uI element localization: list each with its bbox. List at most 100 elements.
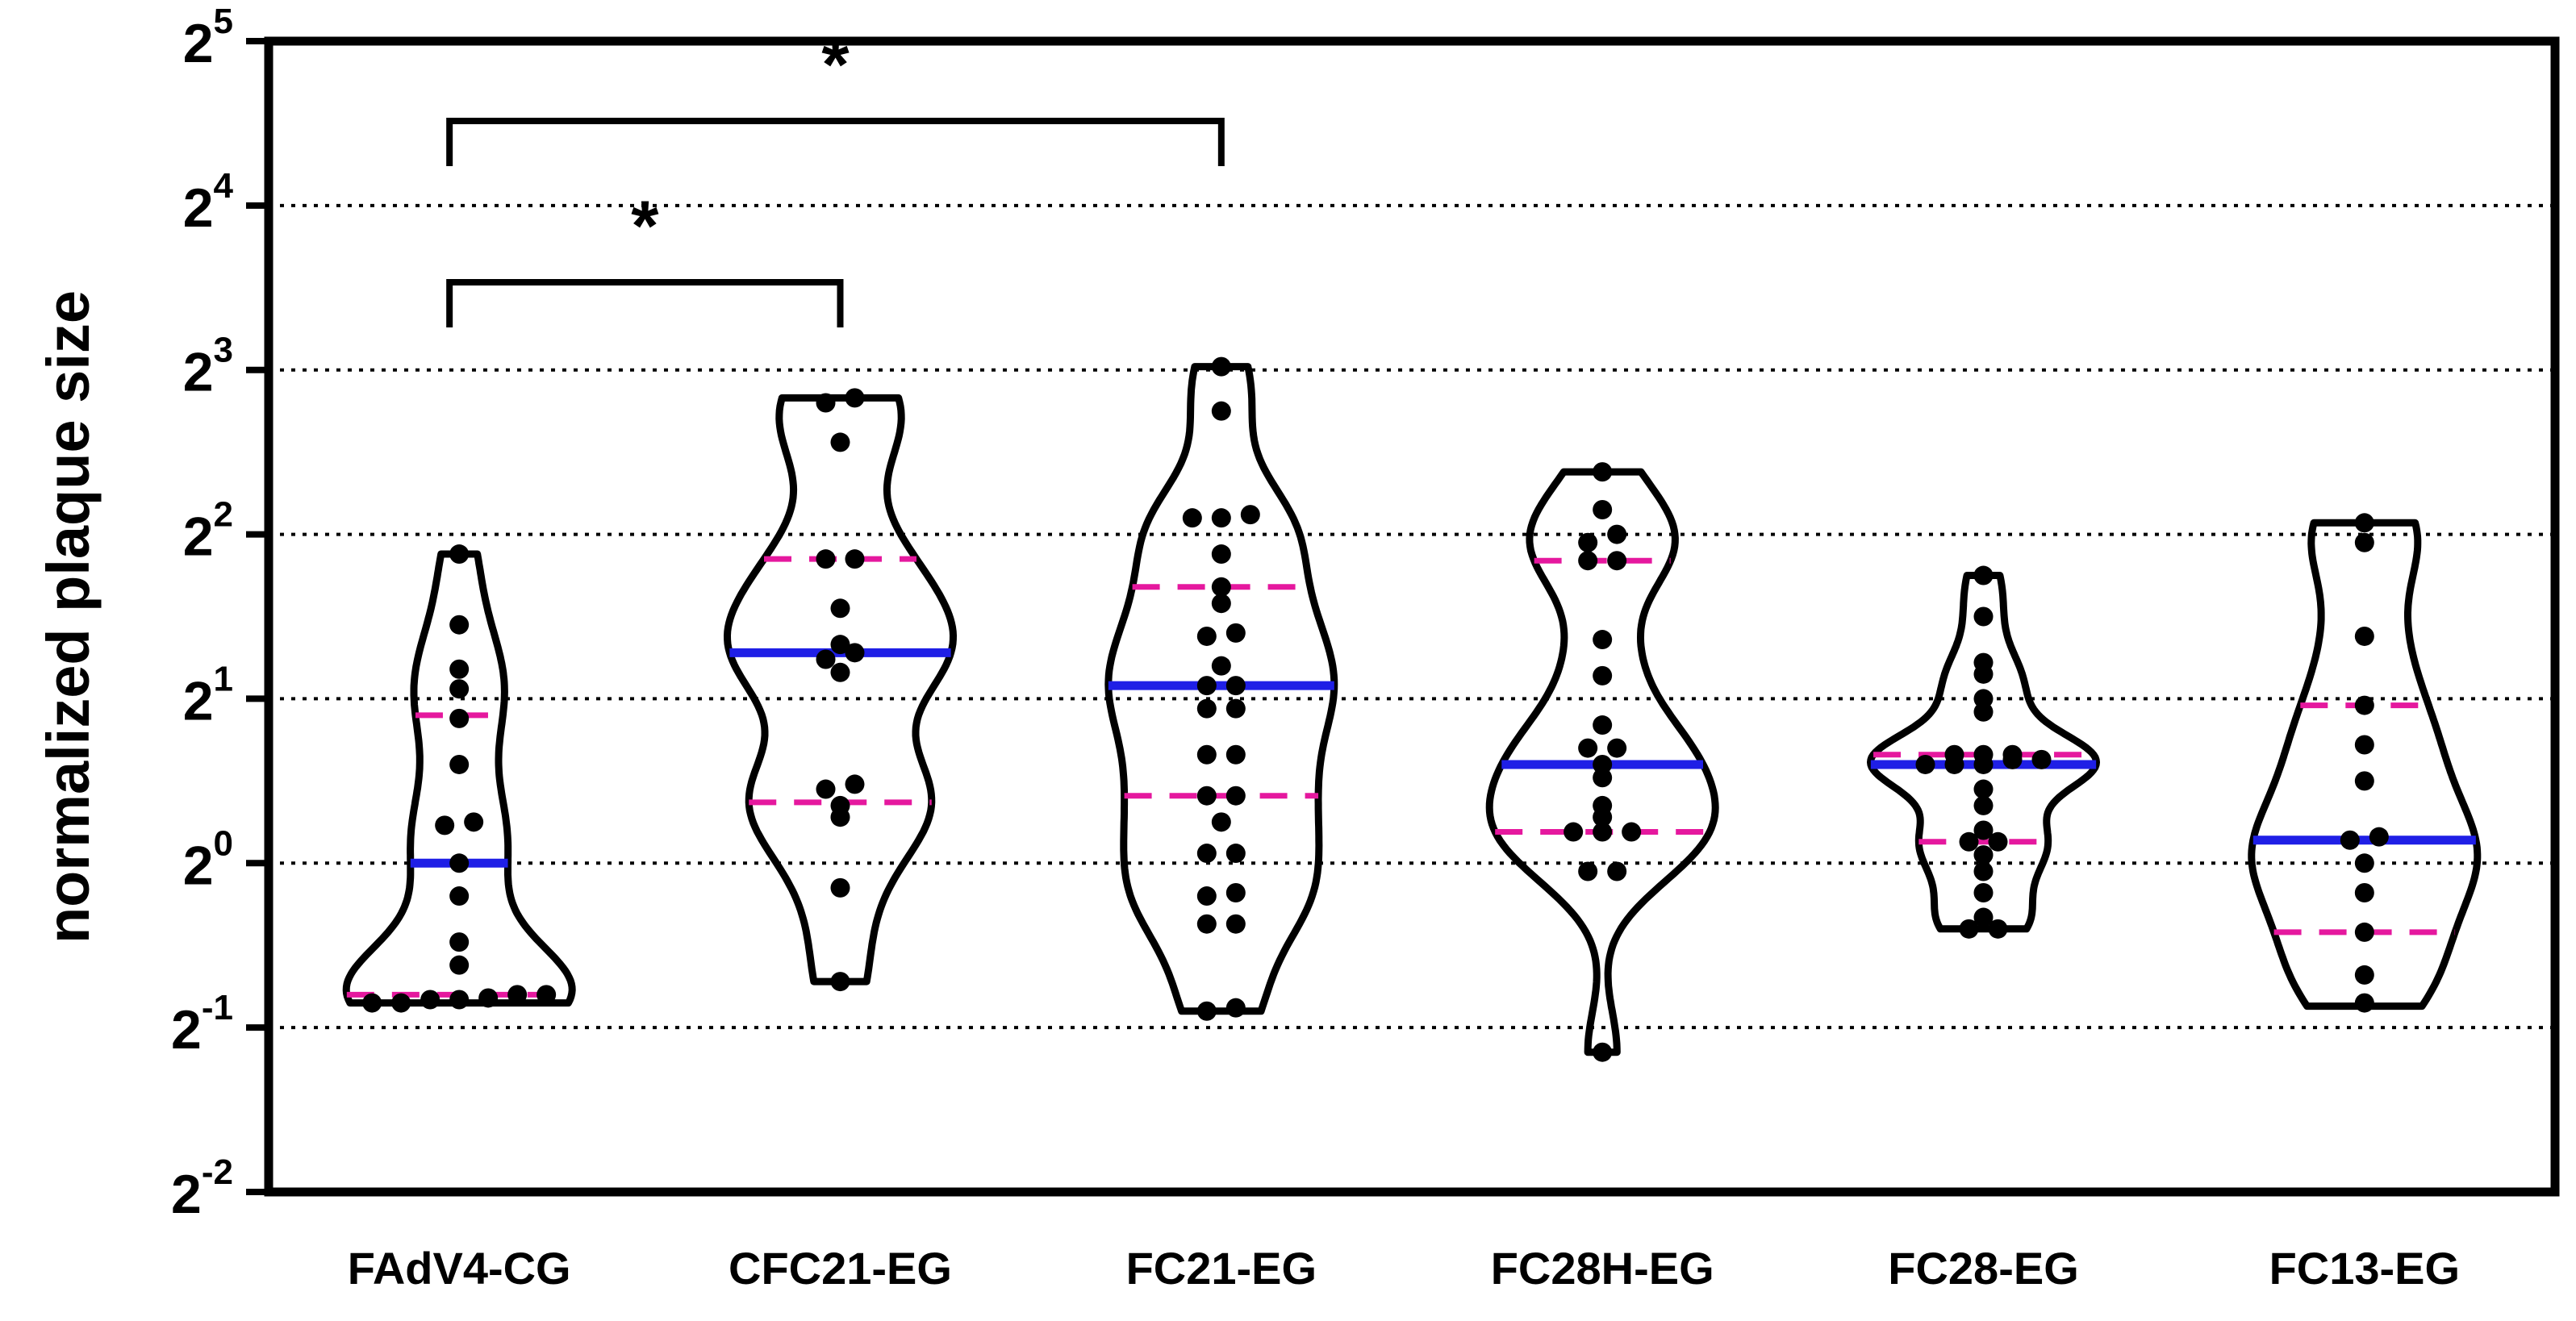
significance-bracket <box>446 118 1225 166</box>
significance-star: * <box>821 24 850 104</box>
data-point <box>1578 861 1598 881</box>
plot-frame <box>264 36 2560 1197</box>
data-point <box>845 643 865 663</box>
data-point <box>1607 861 1627 881</box>
data-point <box>2354 513 2374 533</box>
y-tick-label: 24 <box>183 166 234 239</box>
data-point <box>1973 779 1994 799</box>
data-point <box>1196 886 1217 906</box>
data-point <box>449 853 470 873</box>
data-point <box>1225 786 1246 806</box>
data-point <box>830 635 850 655</box>
data-point <box>1196 676 1217 696</box>
data-point <box>362 993 382 1013</box>
data-point <box>420 990 440 1010</box>
data-point <box>1593 462 1613 482</box>
data-point <box>1607 551 1627 571</box>
x-tick-label: FC28H-EG <box>1491 1243 1714 1294</box>
violin-outline <box>1485 468 1719 1056</box>
y-tick-label: 25 <box>183 2 233 74</box>
data-point <box>1959 919 1979 939</box>
y-tick-label: 22 <box>183 495 233 568</box>
data-point <box>1973 820 1994 840</box>
violin-outline <box>724 394 957 986</box>
data-point <box>830 877 850 898</box>
data-point <box>2354 993 2374 1013</box>
data-point <box>816 779 836 799</box>
data-point <box>1973 845 1994 865</box>
data-point <box>1211 356 1231 377</box>
data-point <box>1593 795 1613 815</box>
data-point <box>2354 695 2374 715</box>
data-point <box>1973 689 1994 709</box>
data-point <box>1973 882 1994 902</box>
data-point <box>1211 577 1231 597</box>
data-point <box>1182 508 1202 528</box>
x-tick-label: FC13-EG <box>2269 1243 2461 1294</box>
data-point <box>2354 922 2374 942</box>
data-point <box>1211 812 1231 832</box>
data-point <box>1564 822 1584 842</box>
data-point <box>1225 698 1246 719</box>
x-tick-label: FC21-EG <box>1126 1243 1317 1294</box>
data-point <box>1593 630 1613 650</box>
data-point <box>1915 754 1935 774</box>
data-point <box>449 886 470 906</box>
data-point <box>464 812 484 832</box>
data-point <box>2354 882 2374 902</box>
violin-outline <box>342 550 576 1007</box>
data-point <box>830 432 850 452</box>
data-point <box>830 972 850 992</box>
data-point <box>1578 551 1598 571</box>
data-point <box>1593 822 1613 842</box>
data-point <box>830 598 850 619</box>
data-point <box>507 985 528 1005</box>
data-point <box>1225 882 1246 902</box>
data-point <box>1973 652 1994 673</box>
data-point <box>816 649 836 669</box>
data-point <box>2369 827 2389 847</box>
data-point <box>830 795 850 815</box>
data-point <box>1973 795 1994 815</box>
data-point <box>1973 861 1994 881</box>
data-point <box>1211 401 1231 421</box>
data-point <box>1211 544 1231 565</box>
data-point <box>2354 771 2374 791</box>
data-point <box>1211 594 1231 614</box>
data-point <box>536 985 557 1005</box>
data-point <box>1225 744 1246 765</box>
data-point <box>449 990 470 1010</box>
data-point <box>1973 606 1994 627</box>
x-tick-label: FAdV4-CG <box>348 1243 571 1294</box>
data-point <box>478 988 499 1008</box>
data-point <box>816 549 836 569</box>
data-point <box>816 393 836 413</box>
significance-bracket <box>446 279 844 327</box>
data-point <box>449 679 470 699</box>
data-point <box>845 774 865 794</box>
data-point <box>2354 626 2374 646</box>
data-point <box>2031 749 2052 769</box>
data-point <box>1593 499 1613 519</box>
y-axis-label: normalized plaque size <box>35 290 102 944</box>
x-tick-label: FC28-EG <box>1888 1243 2079 1294</box>
data-point <box>1593 754 1613 774</box>
data-point <box>1225 623 1246 643</box>
data-point <box>1973 744 1994 765</box>
data-point <box>1211 656 1231 676</box>
data-point <box>2340 830 2360 850</box>
significance-annotations: ** <box>446 24 1225 327</box>
data-point <box>449 659 470 679</box>
violin-outline <box>2248 519 2482 1011</box>
y-tick-label: 2-1 <box>171 988 233 1061</box>
data-point <box>1593 1042 1613 1062</box>
y-axis-ticks: 2-2 2-1 20 21 22 23 24 25 <box>171 2 269 1225</box>
y-tick-label: 20 <box>183 823 233 896</box>
violin-series <box>342 356 2482 1062</box>
data-point <box>2354 735 2374 755</box>
gridlines <box>269 203 2555 1030</box>
data-point <box>1593 715 1613 736</box>
violin-outline <box>1867 572 2100 933</box>
data-point <box>1225 998 1246 1018</box>
data-point <box>2354 532 2374 552</box>
